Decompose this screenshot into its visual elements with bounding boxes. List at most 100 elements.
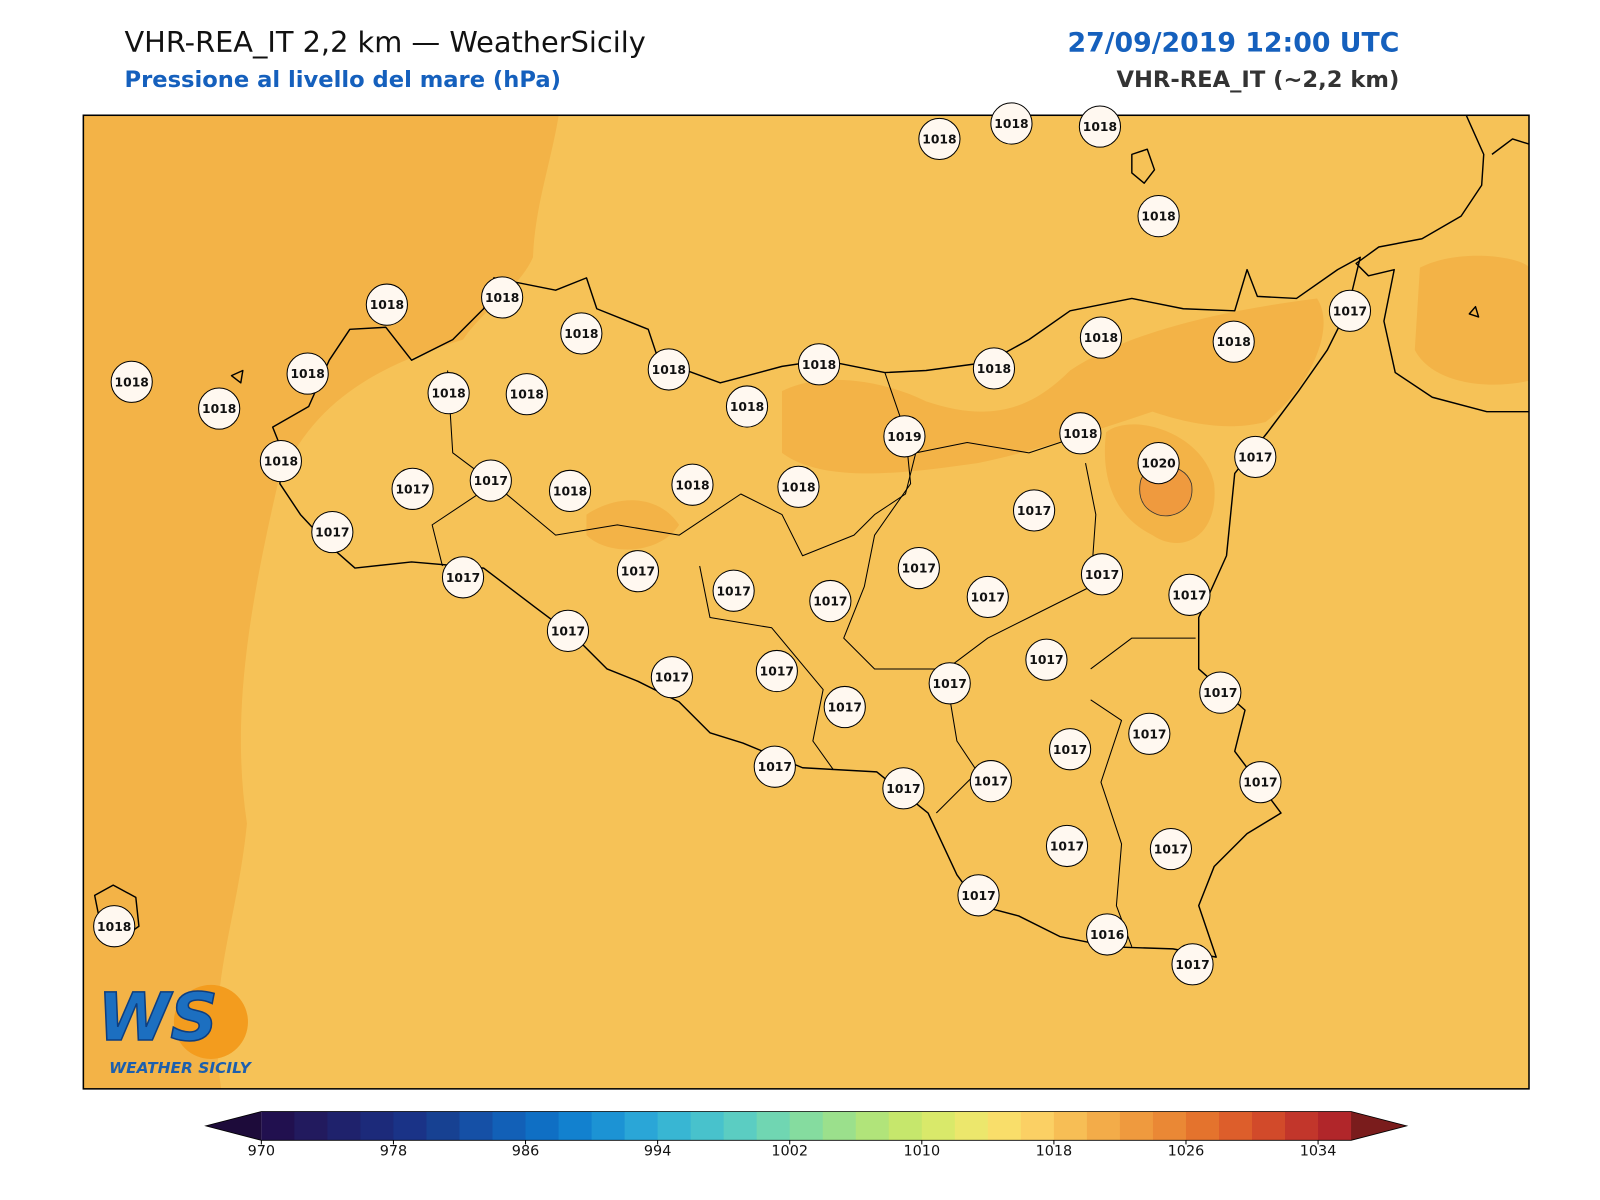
station-value: 1018 <box>1217 335 1251 349</box>
station-marker <box>1079 316 1123 359</box>
station-marker <box>548 469 592 513</box>
station-value: 1017 <box>551 624 585 638</box>
station-marker <box>1078 105 1122 148</box>
colorbar-bin <box>756 1111 791 1141</box>
station-marker <box>777 465 820 508</box>
station-value: 1018 <box>370 298 404 312</box>
colorbar: 970 978 986 994 1002 1010 1018 1026 1034 <box>204 1111 1409 1160</box>
station-value: 1018 <box>1141 210 1175 224</box>
station-value: 1016 <box>1090 928 1124 942</box>
station-marker <box>1080 553 1124 596</box>
subtitle: Pressione al livello del mare (hPa) <box>125 67 561 93</box>
station-value: 1017 <box>315 526 349 540</box>
station-marker <box>1239 761 1282 804</box>
coastline <box>1491 138 1530 155</box>
colorbar-tick-label: 978 <box>380 1144 407 1160</box>
station-value: 1018 <box>922 132 956 146</box>
station-value: 1017 <box>971 590 1005 604</box>
station-value: 1017 <box>933 677 967 691</box>
colorbar-bin <box>954 1111 989 1141</box>
map-frame <box>82 114 1530 1090</box>
station-marker <box>110 360 153 403</box>
station-marker <box>966 575 1009 619</box>
station-marker <box>198 387 241 430</box>
station-value: 1018 <box>652 363 686 377</box>
station-value: 1017 <box>1053 743 1087 757</box>
colorbar-tick-label: 1002 <box>771 1144 808 1160</box>
station-marker <box>823 685 866 729</box>
colorbar-bin <box>723 1111 758 1141</box>
station-marker <box>797 343 841 386</box>
station-value: 1018 <box>977 362 1011 376</box>
station-value: 1017 <box>655 671 689 685</box>
title: VHR-REA_IT 2,2 km — WeatherSicily <box>125 25 646 59</box>
station-marker <box>918 117 961 161</box>
station-value: 1017 <box>474 474 508 488</box>
station-marker <box>1025 638 1068 681</box>
colorbar-bin <box>987 1111 1022 1141</box>
station-value: 1017 <box>961 889 995 903</box>
station-value: 1017 <box>760 665 794 679</box>
station-marker <box>481 276 524 319</box>
station-marker <box>671 463 714 506</box>
model-label: VHR-REA_IT (~2,2 km) <box>1116 67 1399 93</box>
colorbar-outline <box>204 1111 1409 1141</box>
colorbar-bin <box>459 1111 494 1141</box>
colorbar-tick-label: 970 <box>248 1144 275 1160</box>
province-border <box>935 679 979 814</box>
colorbar-bin <box>426 1111 460 1141</box>
colorbar-bin <box>1252 1111 1286 1141</box>
station-marker <box>365 283 408 326</box>
station-marker <box>1059 412 1102 455</box>
station-marker <box>1171 943 1214 986</box>
station-value: 1017 <box>1017 504 1051 518</box>
station-value: 1018 <box>510 388 544 402</box>
station-marker <box>809 579 852 623</box>
station-marker <box>647 348 690 391</box>
station-marker <box>755 649 798 693</box>
station-value: 1017 <box>446 571 480 585</box>
colorbar-tick-label: 1018 <box>1036 1144 1073 1160</box>
colorbar-bin <box>294 1111 328 1141</box>
station-marker <box>427 372 470 415</box>
colorbar-tick-label: 986 <box>512 1144 539 1160</box>
station-marker <box>1137 442 1180 485</box>
station-value: 1017 <box>886 782 920 796</box>
station-value: 1018 <box>675 478 709 492</box>
colorbar-tick-label: 994 <box>644 1144 671 1160</box>
station-value: 1018 <box>115 375 149 389</box>
station-value: 1017 <box>395 482 429 496</box>
colorbar-bin <box>1053 1111 1088 1141</box>
station-value: 1018 <box>1083 120 1117 134</box>
station-value: 1017 <box>716 584 750 598</box>
colorbar-bin <box>492 1111 527 1141</box>
coastline <box>1355 114 1530 413</box>
colorbar-bin <box>921 1111 956 1141</box>
station-marker <box>469 459 512 502</box>
station-value: 1017 <box>1203 686 1237 700</box>
station-marker <box>753 745 796 788</box>
coastline <box>271 256 1361 958</box>
colorbar-bin <box>1152 1111 1187 1141</box>
province-border <box>1090 637 1196 948</box>
station-value: 1017 <box>828 701 862 715</box>
station-marker <box>286 352 329 395</box>
station-value: 1017 <box>1175 958 1209 972</box>
station-value: 1017 <box>1050 839 1084 853</box>
station-marker <box>882 767 925 810</box>
station-value: 1017 <box>621 565 655 579</box>
stations: 1018 1018 1018 1018 1018 1018 1018 1018 1018 1018… <box>93 102 1372 986</box>
colorbar-bin <box>1020 1111 1055 1141</box>
colorbar-under <box>205 1111 262 1141</box>
station-marker <box>1045 824 1089 868</box>
colorbar-tick-label: 1034 <box>1300 1144 1337 1160</box>
station-value: 1017 <box>1029 653 1063 667</box>
station-value: 1018 <box>264 455 298 469</box>
station-marker <box>650 656 693 699</box>
station-value: 1017 <box>1238 450 1272 464</box>
station-marker <box>391 467 434 510</box>
logo-sun <box>173 984 248 1060</box>
station-value: 1017 <box>1333 304 1367 318</box>
